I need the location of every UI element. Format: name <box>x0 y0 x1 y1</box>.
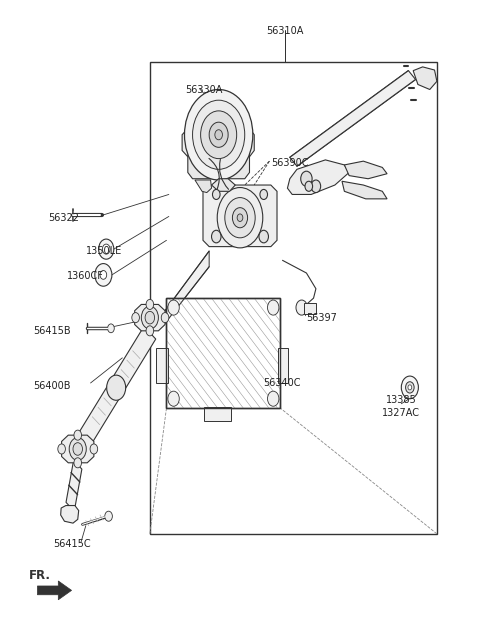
Circle shape <box>232 208 248 228</box>
Circle shape <box>102 244 110 254</box>
Circle shape <box>201 111 237 158</box>
Circle shape <box>408 385 412 390</box>
Circle shape <box>145 311 155 324</box>
Circle shape <box>406 382 414 393</box>
Text: FR.: FR. <box>29 569 51 582</box>
Text: 56340C: 56340C <box>263 378 300 388</box>
Circle shape <box>301 171 312 186</box>
Text: 56400B: 56400B <box>34 381 71 391</box>
Circle shape <box>69 437 86 460</box>
Circle shape <box>74 430 82 440</box>
Circle shape <box>212 230 221 243</box>
Polygon shape <box>342 181 387 199</box>
Circle shape <box>215 130 222 139</box>
Circle shape <box>311 180 321 193</box>
Text: 56322: 56322 <box>48 212 79 223</box>
Circle shape <box>184 89 253 180</box>
Circle shape <box>73 443 83 455</box>
Polygon shape <box>165 251 209 323</box>
Circle shape <box>267 300 279 315</box>
Bar <box>204 407 230 421</box>
Circle shape <box>108 324 114 333</box>
Text: 1327AC: 1327AC <box>382 408 420 418</box>
Bar <box>150 63 437 534</box>
Text: 1350LE: 1350LE <box>86 246 122 256</box>
Polygon shape <box>290 70 416 166</box>
Text: 56330A: 56330A <box>185 84 223 94</box>
Circle shape <box>305 181 312 191</box>
Circle shape <box>107 375 126 400</box>
Polygon shape <box>195 180 212 193</box>
Circle shape <box>132 313 139 323</box>
Polygon shape <box>60 505 79 523</box>
Circle shape <box>100 271 107 280</box>
Circle shape <box>192 100 245 169</box>
Circle shape <box>168 391 179 406</box>
Polygon shape <box>37 581 72 600</box>
Circle shape <box>90 444 97 454</box>
Text: 56390C: 56390C <box>271 158 308 168</box>
Bar <box>167 298 280 408</box>
Circle shape <box>260 190 267 200</box>
Circle shape <box>217 188 263 248</box>
Circle shape <box>259 230 268 243</box>
Circle shape <box>141 306 158 329</box>
Circle shape <box>267 391 279 406</box>
Polygon shape <box>66 460 82 511</box>
Polygon shape <box>77 327 156 449</box>
Circle shape <box>209 122 228 147</box>
Circle shape <box>168 300 179 315</box>
Bar <box>278 349 288 383</box>
Circle shape <box>401 376 419 399</box>
Text: 56415B: 56415B <box>34 326 71 336</box>
Text: 56415C: 56415C <box>53 540 90 550</box>
Circle shape <box>225 198 255 238</box>
Polygon shape <box>344 161 387 179</box>
Circle shape <box>296 300 307 315</box>
Circle shape <box>98 239 114 259</box>
Circle shape <box>105 511 112 521</box>
Polygon shape <box>188 155 250 179</box>
Circle shape <box>58 444 65 454</box>
Circle shape <box>161 313 169 323</box>
Bar <box>156 349 168 383</box>
Polygon shape <box>61 435 94 463</box>
Polygon shape <box>182 129 254 157</box>
Bar <box>167 298 280 408</box>
Polygon shape <box>288 160 349 195</box>
Circle shape <box>146 326 154 336</box>
Circle shape <box>74 458 82 468</box>
Circle shape <box>237 214 243 221</box>
Circle shape <box>95 264 112 286</box>
Polygon shape <box>212 179 235 191</box>
Circle shape <box>213 190 220 200</box>
Polygon shape <box>413 67 437 89</box>
Text: 56397: 56397 <box>306 313 337 323</box>
Text: 56310A: 56310A <box>266 26 304 36</box>
Polygon shape <box>135 304 165 331</box>
Bar <box>304 302 316 314</box>
Polygon shape <box>203 185 277 247</box>
Circle shape <box>146 299 154 309</box>
Text: 13385: 13385 <box>386 395 417 405</box>
Text: 1360CF: 1360CF <box>67 271 104 281</box>
